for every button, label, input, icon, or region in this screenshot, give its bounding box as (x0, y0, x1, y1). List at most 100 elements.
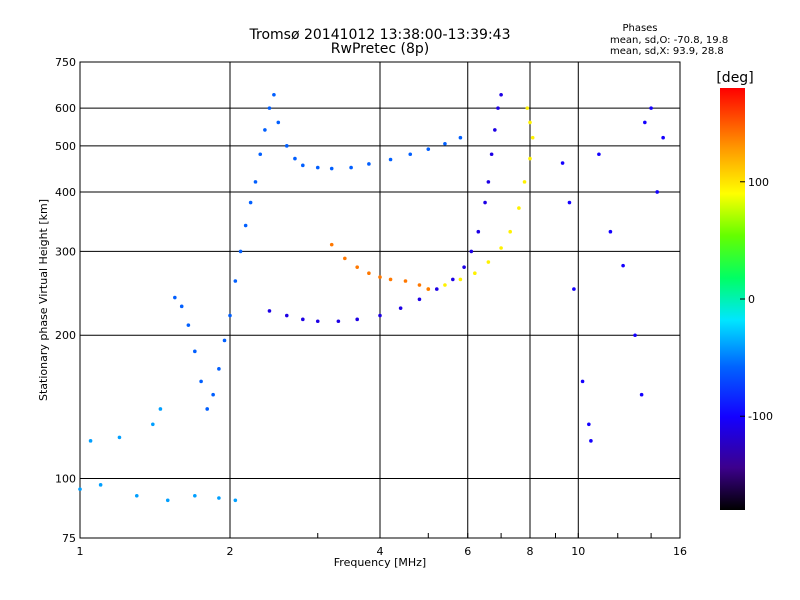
echo-point (165, 498, 170, 503)
echo-point (443, 141, 447, 146)
echo-point (493, 128, 497, 132)
echo-point (193, 349, 197, 354)
echo-point (329, 166, 334, 171)
colorbar-ticks: -100 0 100 (740, 176, 773, 423)
echo-point (528, 120, 532, 125)
echo-point (643, 120, 647, 125)
y-tick-label: 100 (55, 473, 76, 486)
echo-point (253, 180, 258, 184)
echo-point (343, 256, 347, 261)
grid (79, 62, 681, 538)
data-points (78, 92, 665, 503)
y-tick-label: 300 (55, 245, 76, 258)
y-tick-label: 750 (55, 56, 76, 69)
y-ticks: 75 100 200 300 400 500 600 750 (55, 56, 76, 545)
echo-point (233, 498, 238, 503)
echo-point (284, 313, 289, 318)
echo-point (301, 163, 305, 168)
chart-title: Tromsø 20141012 13:38:00-13:39:43 (249, 27, 511, 43)
echo-point (522, 180, 527, 184)
echo-point (489, 152, 494, 157)
echo-point (451, 277, 455, 282)
echo-point (661, 135, 665, 140)
echo-point (355, 317, 359, 322)
echo-point (633, 333, 637, 338)
colorbar-tick-label: 0 (748, 293, 755, 306)
echo-point (403, 279, 408, 283)
echo-point (426, 287, 431, 291)
echo-point (367, 271, 371, 276)
echo-point (499, 92, 503, 97)
echo-point (134, 493, 139, 498)
echo-point (458, 135, 463, 140)
x-tick-label: 2 (227, 545, 234, 558)
x-tick-label: 10 (571, 545, 585, 558)
echo-point (443, 283, 447, 287)
echo-point (417, 283, 422, 287)
echo-point (434, 287, 439, 291)
echo-point (417, 297, 422, 302)
echo-point (499, 246, 503, 250)
echo-point (388, 277, 393, 282)
echo-point (355, 265, 359, 269)
echo-point (655, 190, 659, 194)
echo-point (473, 271, 477, 276)
echo-point (528, 156, 532, 161)
echo-point (186, 323, 191, 327)
echo-point (462, 265, 466, 269)
echo-point (329, 242, 334, 247)
echo-point (639, 392, 644, 397)
x-tick-label: 6 (464, 545, 471, 558)
x-tick-label: 1 (77, 545, 84, 558)
echo-point (117, 435, 122, 440)
echo-point (560, 161, 565, 165)
x-tick-label: 16 (673, 545, 687, 558)
echo-point (597, 152, 601, 157)
echo-point (222, 338, 227, 343)
echo-point (276, 120, 281, 125)
echo-point (315, 165, 320, 170)
echo-point (486, 260, 491, 264)
y-tick-label: 400 (55, 186, 76, 199)
colorbar-tick-label: -100 (748, 410, 773, 423)
echo-point (98, 483, 103, 487)
echo-point (248, 200, 253, 205)
echo-point (587, 422, 591, 427)
echo-point (243, 223, 248, 228)
echo-point (408, 152, 413, 157)
echo-point (378, 275, 382, 279)
colorbar-tick-label: 100 (748, 176, 769, 189)
y-tick-label: 200 (55, 329, 76, 342)
echo-point (88, 439, 93, 443)
echo-point (284, 144, 289, 148)
echo-point (217, 367, 221, 371)
echo-point (217, 496, 221, 500)
echo-point (211, 392, 215, 397)
echo-point (173, 295, 177, 300)
echo-point (199, 379, 203, 384)
echo-point (367, 162, 371, 166)
echo-point (525, 106, 530, 110)
echo-point (272, 92, 276, 97)
echo-point (349, 165, 353, 170)
echo-point (193, 493, 197, 498)
echo-point (267, 106, 272, 110)
echo-point (517, 206, 521, 210)
echo-point (293, 156, 297, 161)
echo-point (78, 487, 82, 491)
phases-title: Phases (622, 23, 657, 34)
echo-point (205, 407, 209, 411)
echo-point (258, 152, 263, 157)
echo-point (580, 379, 585, 384)
echo-point (378, 313, 382, 318)
x-ticks: 1 2 4 6 8 10 16 (77, 545, 688, 558)
echo-point (572, 287, 576, 291)
echo-point (263, 128, 267, 132)
echo-point (483, 200, 487, 205)
phases-line-x: mean, sd,X: 93.9, 28.8 (610, 46, 724, 57)
echo-point (238, 249, 243, 254)
colorbar: [deg] -100 0 100 (716, 70, 773, 510)
echo-point (530, 135, 535, 140)
echo-point (267, 309, 272, 313)
